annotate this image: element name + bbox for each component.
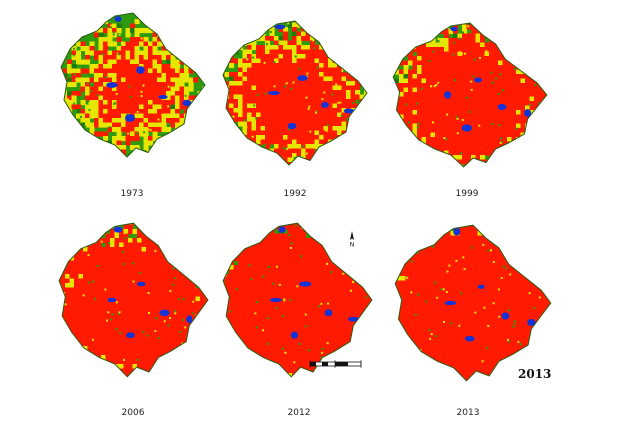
year-label-2013: 2013 <box>456 408 480 418</box>
water-body <box>453 227 461 236</box>
district-boundary <box>222 222 373 378</box>
water-body <box>524 109 532 117</box>
map-1973 <box>60 12 206 158</box>
district-boundary <box>392 22 548 168</box>
water-body <box>126 332 135 339</box>
water-body <box>321 102 329 108</box>
water-body <box>182 99 192 107</box>
map-2006 <box>58 222 209 378</box>
north-arrow-icon: N <box>350 231 355 248</box>
water-body <box>278 226 286 233</box>
north-arrow-letter: N <box>350 242 355 248</box>
year-label-1973: 1973 <box>120 189 144 199</box>
water-body <box>107 297 117 303</box>
water-body <box>444 300 457 306</box>
district-boundary <box>222 20 368 166</box>
water-body <box>461 124 472 132</box>
panel-year-stamp: 2013 <box>518 367 552 381</box>
map-2013 <box>394 224 552 382</box>
water-body <box>324 309 333 317</box>
water-body <box>113 226 123 233</box>
water-body <box>527 318 536 326</box>
water-body <box>299 281 312 287</box>
water-body <box>114 16 122 22</box>
water-body <box>125 114 135 122</box>
scale-bar-icon <box>309 360 362 368</box>
map-1992 <box>222 20 368 166</box>
water-body <box>444 91 452 99</box>
district-boundary <box>394 224 552 382</box>
water-body <box>497 103 507 111</box>
water-body <box>274 24 286 30</box>
year-label-2006: 2006 <box>121 408 145 418</box>
water-body <box>477 284 485 289</box>
water-body <box>186 315 193 324</box>
water-body <box>343 108 355 114</box>
water-body <box>136 281 146 287</box>
water-body <box>297 75 308 81</box>
water-body <box>347 316 359 322</box>
map-1999 <box>392 22 548 168</box>
water-body <box>290 331 298 339</box>
year-label-1999: 1999 <box>455 189 479 199</box>
district-boundary <box>60 12 206 158</box>
year-label-2012: 2012 <box>287 408 311 418</box>
water-body <box>464 335 475 342</box>
water-body <box>158 94 168 100</box>
water-body <box>159 309 170 317</box>
water-body <box>501 312 510 320</box>
water-body <box>268 90 280 96</box>
water-body <box>269 297 282 303</box>
water-body <box>474 77 482 83</box>
water-body <box>136 66 145 74</box>
water-body <box>450 26 458 32</box>
water-body <box>287 122 297 130</box>
water-body <box>106 82 118 88</box>
district-boundary <box>58 222 209 378</box>
year-label-1992: 1992 <box>283 189 307 199</box>
